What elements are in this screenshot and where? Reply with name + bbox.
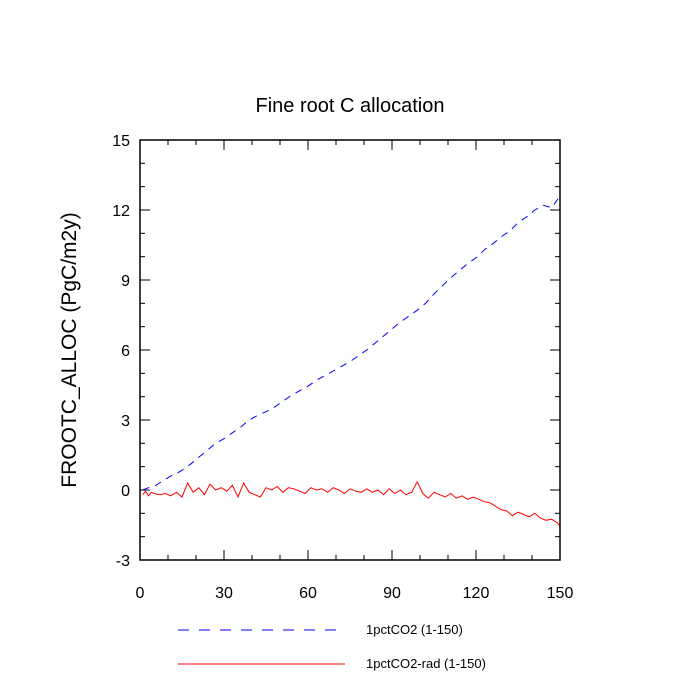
y-tick-label: 6 [121, 343, 130, 360]
legend-label-series-1: 1pctCO2-rad (1-150) [366, 656, 486, 671]
chart-title: Fine root C allocation [256, 95, 445, 117]
y-tick-label: 0 [121, 483, 130, 500]
series-lines [142, 195, 561, 527]
y-tick-label: -3 [116, 553, 130, 570]
legend-label-series-0: 1pctCO2 (1-150) [366, 622, 463, 637]
series-line-0 [142, 195, 561, 491]
y-tick-label: 12 [112, 203, 130, 220]
x-tick-label: 90 [383, 585, 401, 602]
x-tick-label: 0 [136, 585, 145, 602]
x-tick-labels: 0 30 60 90 120 150 [136, 585, 574, 602]
series-line-1 [142, 480, 561, 527]
y-tick-label: 15 [112, 133, 130, 150]
y-tick-labels: -3 0 3 6 9 12 15 [112, 133, 130, 570]
axis-ticks [139, 139, 561, 561]
legend: 1pctCO2 (1-150) 1pctCO2-rad (1-150) [178, 622, 486, 671]
x-tick-label: 30 [215, 585, 233, 602]
y-tick-label: 3 [121, 413, 130, 430]
y-axis-label: FROOTC_ALLOC (PgC/m2y) [58, 212, 81, 487]
y-tick-label: 9 [121, 273, 130, 290]
plot-frame [139, 139, 561, 561]
x-tick-label: 120 [463, 585, 490, 602]
x-tick-label: 60 [299, 585, 317, 602]
x-tick-label: 150 [547, 585, 574, 602]
